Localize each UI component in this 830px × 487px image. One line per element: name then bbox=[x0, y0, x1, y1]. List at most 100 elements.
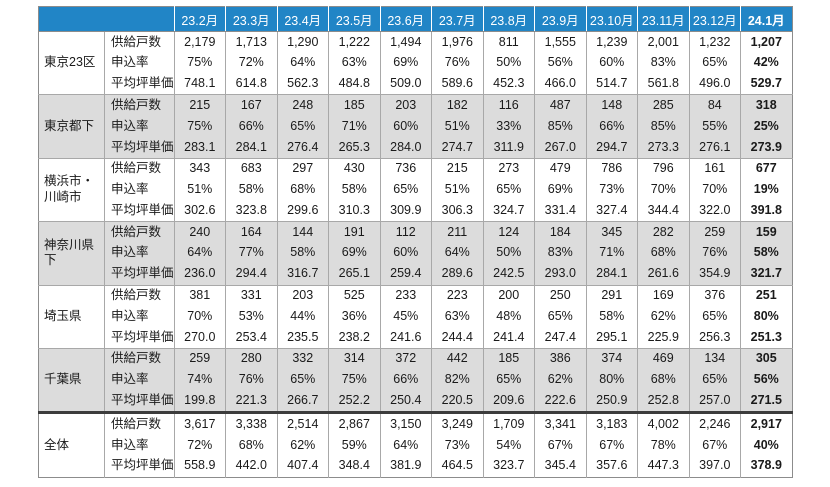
value-cell: 2,867 bbox=[328, 411, 381, 436]
table-row: 全体 供給戸数 3,617 3,338 2,514 2,867 3,150 3,249 1,70… bbox=[38, 411, 793, 478]
metric-label: 平均坪単価 bbox=[104, 263, 175, 286]
value-cell: 220.5 bbox=[431, 390, 484, 413]
value-cell: 64% bbox=[173, 242, 226, 264]
month-header: 23.10月 bbox=[585, 6, 638, 32]
value-cell: 253.4 bbox=[225, 327, 278, 349]
value-cell: 3,617 bbox=[173, 411, 226, 436]
value-cell: 294.4 bbox=[225, 263, 278, 286]
value-cell: 397.0 bbox=[688, 455, 741, 478]
value-cell: 345 bbox=[585, 221, 638, 243]
value-cell: 247.4 bbox=[534, 327, 587, 349]
value-cell: 1,709 bbox=[482, 411, 535, 436]
value-cell: 69% bbox=[534, 179, 587, 201]
value-cell: 74% bbox=[173, 369, 226, 391]
value-cell: 233 bbox=[379, 284, 432, 307]
value-cell: 25% bbox=[740, 116, 793, 137]
value-cell: 3,338 bbox=[225, 411, 278, 436]
value-cell: 51% bbox=[173, 179, 226, 201]
table-row: 平均坪単価 558.9 442.0 407.4 348.4 381.9 464.5 323.7… bbox=[39, 455, 793, 478]
value-cell: 252.2 bbox=[328, 390, 381, 413]
value-cell: 203 bbox=[379, 94, 432, 117]
value-cell: 266.7 bbox=[276, 390, 329, 413]
value-cell: 345.4 bbox=[534, 455, 587, 478]
value-cell: 811 bbox=[482, 30, 535, 53]
value-cell: 442.0 bbox=[225, 455, 278, 478]
month-header: 23.11月 bbox=[637, 6, 690, 32]
value-cell: 68% bbox=[637, 369, 690, 391]
metric-label: 申込率 bbox=[104, 306, 175, 328]
value-cell: 164 bbox=[225, 221, 278, 243]
value-cell: 252.8 bbox=[637, 390, 690, 413]
value-cell: 200 bbox=[482, 284, 535, 307]
value-cell: 786 bbox=[585, 157, 638, 180]
value-cell: 36% bbox=[328, 306, 381, 328]
value-cell: 558.9 bbox=[173, 455, 226, 478]
table-row: 東京都下 供給戸数 215 167 248 185 203 182 116 487 148 285 84… bbox=[38, 94, 793, 159]
region-label: 全体 bbox=[38, 411, 105, 478]
value-cell: 311.9 bbox=[482, 136, 535, 159]
value-cell: 344.4 bbox=[637, 200, 690, 222]
value-cell: 72% bbox=[225, 52, 278, 74]
metric-label: 平均坪単価 bbox=[104, 200, 175, 222]
value-cell: 54% bbox=[482, 435, 535, 456]
value-cell: 236.0 bbox=[173, 263, 226, 286]
metric-label: 供給戸数 bbox=[104, 94, 175, 117]
value-cell: 62% bbox=[276, 435, 329, 456]
metric-label: 平均坪単価 bbox=[104, 327, 175, 349]
value-cell: 235.5 bbox=[276, 327, 329, 349]
metric-label: 供給戸数 bbox=[104, 221, 175, 243]
value-cell: 479 bbox=[534, 157, 587, 180]
value-cell: 261.6 bbox=[637, 263, 690, 286]
value-cell: 191 bbox=[328, 221, 381, 243]
table-row: 平均坪単価 283.1 284.1 276.4 265.3 284.0 274.7 311.9… bbox=[39, 136, 793, 159]
table-row: 申込率 51% 58% 68% 58% 65% 51% 65% 69% 73% 70% 70% 19% bbox=[39, 179, 793, 201]
month-header: 23.7月 bbox=[431, 6, 484, 32]
value-cell: 323.7 bbox=[482, 455, 535, 478]
month-header: 23.3月 bbox=[225, 6, 278, 32]
month-header: 23.8月 bbox=[482, 6, 535, 32]
value-cell: 82% bbox=[431, 369, 484, 391]
value-cell: 529.7 bbox=[740, 73, 793, 95]
value-cell: 78% bbox=[637, 435, 690, 456]
metric-label: 申込率 bbox=[104, 179, 175, 201]
value-cell: 1,976 bbox=[431, 30, 484, 53]
value-cell: 69% bbox=[328, 242, 381, 264]
value-cell: 1,207 bbox=[740, 30, 793, 53]
value-cell: 509.0 bbox=[379, 73, 432, 95]
value-cell: 73% bbox=[585, 179, 638, 201]
value-cell: 407.4 bbox=[276, 455, 329, 478]
value-cell: 66% bbox=[379, 369, 432, 391]
metric-label: 平均坪単価 bbox=[104, 455, 175, 478]
metric-label: 平均坪単価 bbox=[104, 136, 175, 159]
value-cell: 56% bbox=[534, 52, 587, 74]
value-cell: 293.0 bbox=[534, 263, 587, 286]
value-cell: 185 bbox=[328, 94, 381, 117]
value-cell: 76% bbox=[688, 242, 741, 264]
value-cell: 241.6 bbox=[379, 327, 432, 349]
value-cell: 238.2 bbox=[328, 327, 381, 349]
month-header: 23.5月 bbox=[328, 6, 381, 32]
value-cell: 321.7 bbox=[740, 263, 793, 286]
value-cell: 1,232 bbox=[688, 30, 741, 53]
table-row: 申込率 75% 72% 64% 63% 69% 76% 50% 56% 60% 83% 65% 42% bbox=[39, 52, 793, 74]
value-cell: 305 bbox=[740, 347, 793, 370]
value-cell: 256.3 bbox=[688, 327, 741, 349]
value-cell: 322.0 bbox=[688, 200, 741, 222]
value-cell: 291 bbox=[585, 284, 638, 307]
metric-label: 平均坪単価 bbox=[104, 390, 175, 413]
value-cell: 242.5 bbox=[482, 263, 535, 286]
value-cell: 452.3 bbox=[482, 73, 535, 95]
value-cell: 1,222 bbox=[328, 30, 381, 53]
value-cell: 324.7 bbox=[482, 200, 535, 222]
value-cell: 259 bbox=[688, 221, 741, 243]
value-cell: 65% bbox=[379, 179, 432, 201]
value-cell: 3,249 bbox=[431, 411, 484, 436]
value-cell: 3,341 bbox=[534, 411, 587, 436]
metric-label: 申込率 bbox=[104, 369, 175, 391]
value-cell: 273 bbox=[482, 157, 535, 180]
value-cell: 2,179 bbox=[173, 30, 226, 53]
table-row: 平均坪単価 270.0 253.4 235.5 238.2 241.6 244.4 241.4… bbox=[39, 327, 793, 349]
table-row: 申込率 74% 76% 65% 75% 66% 82% 65% 62% 80% 68% 65% 56% bbox=[39, 369, 793, 391]
value-cell: 677 bbox=[740, 157, 793, 180]
